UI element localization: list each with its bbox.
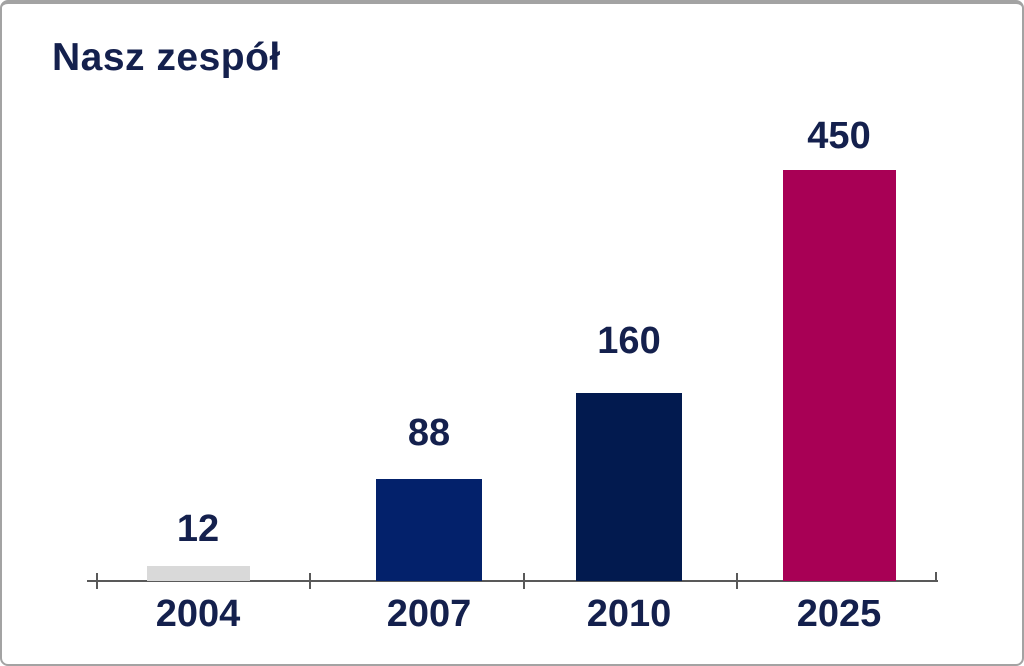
- bar-2004: [146, 566, 250, 581]
- x-axis-line: [87, 580, 938, 582]
- x-axis-end-cap: [935, 572, 937, 582]
- category-label-2025: 2025: [796, 593, 882, 635]
- x-axis-tick-2004: [96, 573, 98, 589]
- x-axis-tick-2025: [736, 573, 738, 589]
- bar-2010: [576, 393, 682, 581]
- x-axis-tick-2007: [309, 573, 311, 589]
- category-label-2004: 2004: [155, 593, 241, 635]
- bar-2007: [376, 479, 482, 581]
- category-label-2007: 2007: [386, 593, 472, 635]
- value-label-2010: 160: [597, 320, 661, 362]
- bar-2025: [782, 170, 896, 581]
- value-label-2025: 450: [807, 115, 871, 157]
- x-axis-tick-2010: [523, 573, 525, 589]
- value-label-2007: 88: [407, 412, 451, 454]
- bar-chart-plot-area: 12 2004 88 2007 160 2010 450 2025: [2, 4, 1022, 664]
- chart-title: Nasz zespół: [52, 36, 281, 79]
- value-label-2004: 12: [176, 508, 220, 550]
- category-label-2010: 2010: [586, 593, 672, 635]
